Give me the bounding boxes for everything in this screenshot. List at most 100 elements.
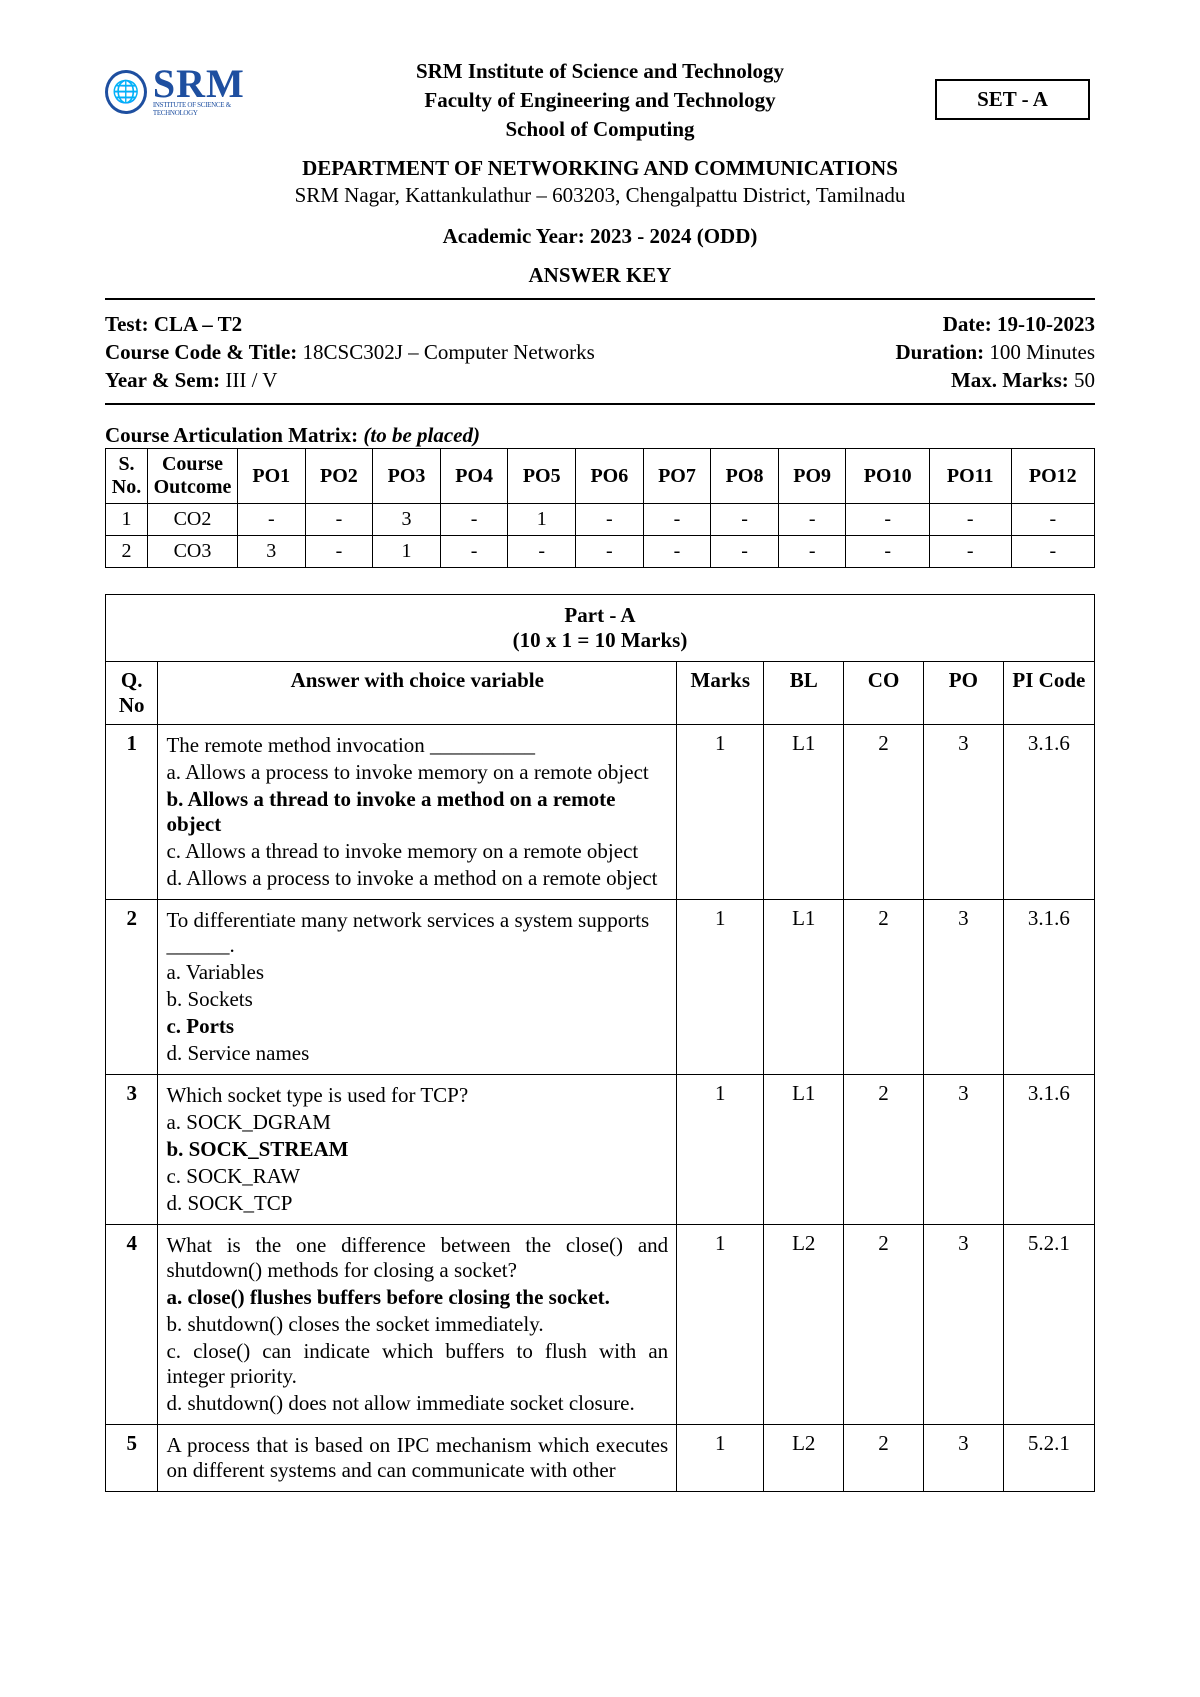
course-value: 18CSC302J – Computer Networks [303,340,595,364]
cam-cell-po: - [440,504,508,536]
dept-block: DEPARTMENT OF NETWORKING AND COMMUNICATI… [105,156,1095,208]
q-co: 2 [844,1075,924,1225]
cam-cell-co: CO2 [148,504,238,536]
year-value: III / V [225,368,277,392]
test-label: Test: [105,312,149,336]
col-bl: BL [764,662,844,725]
cam-cell-sno: 2 [106,536,148,568]
q-option: c. close() can indicate which buffers to… [166,1339,668,1389]
q-option: d. shutdown() does not allow immediate s… [166,1391,668,1416]
cam-cell-po: - [508,536,576,568]
cam-cell-po: - [440,536,508,568]
cam-h-po5: PO5 [508,449,576,504]
q-bl: L1 [764,900,844,1075]
cam-cell-po: - [778,504,846,536]
cam-cell-po: - [778,536,846,568]
question-row: 3Which socket type is used for TCP?a. SO… [106,1075,1095,1225]
cam-cell-po: - [846,504,929,536]
col-qno: Q. No [106,662,158,725]
set-label: SET - A [935,79,1090,120]
q-number: 5 [106,1425,158,1492]
part-a-title-row: Part - A (10 x 1 = 10 Marks) [106,595,1095,662]
q-stem: A process that is based on IPC mechanism… [166,1433,668,1483]
q-number: 3 [106,1075,158,1225]
srm-logo: 🌐 SRM INSTITUTE OF SCIENCE & TECHNOLOGY [105,55,270,117]
marks-label: Max. Marks: [951,368,1074,392]
col-po: PO [923,662,1003,725]
cam-cell-po: 3 [238,536,306,568]
school-name: School of Computing [290,117,910,142]
cam-cell-po: - [711,536,779,568]
cam-cell-po: - [643,536,711,568]
cam-cell-po: - [576,504,644,536]
cam-row: 1CO2--3-1------- [106,504,1095,536]
q-bl: L2 [764,1425,844,1492]
cam-h-co: Course Outcome [148,449,238,504]
q-co: 2 [844,1425,924,1492]
q-stem: Which socket type is used for TCP? [166,1083,668,1108]
q-po: 3 [923,900,1003,1075]
question-row: 4What is the one difference between the … [106,1225,1095,1425]
cam-cell-po: - [929,536,1011,568]
q-pi: 3.1.6 [1003,900,1094,1075]
cam-cell-po: 3 [373,504,441,536]
col-ans: Answer with choice variable [158,662,677,725]
q-option: a. Variables [166,960,668,985]
marks-value: 50 [1074,368,1095,392]
cam-cell-po: - [1011,504,1094,536]
cam-cell-po: - [929,504,1011,536]
q-option: b. Sockets [166,987,668,1012]
cam-cell-po: - [1011,536,1094,568]
cam-h-po8: PO8 [711,449,779,504]
col-mk: Marks [677,662,764,725]
cam-cell-po: - [305,504,373,536]
q-marks: 1 [677,900,764,1075]
q-option: d. Service names [166,1041,668,1066]
q-bl: L1 [764,1075,844,1225]
q-option: b. Allows a thread to invoke a method on… [166,787,668,837]
cam-cell-po: 1 [373,536,441,568]
logo-text-block: SRM INSTITUTE OF SCIENCE & TECHNOLOGY [153,67,270,117]
q-answer-cell: What is the one difference between the c… [158,1225,677,1425]
institute-name: SRM Institute of Science and Technology [290,59,910,84]
part-a-title: Part - A [114,603,1086,628]
header: 🌐 SRM INSTITUTE OF SCIENCE & TECHNOLOGY … [105,55,1095,146]
q-bl: L2 [764,1225,844,1425]
cam-cell-po: - [305,536,373,568]
cam-h-po9: PO9 [778,449,846,504]
cam-h-po10: PO10 [846,449,929,504]
q-po: 3 [923,1075,1003,1225]
logo-subtext: INSTITUTE OF SCIENCE & TECHNOLOGY [153,101,270,117]
cam-h-po4: PO4 [440,449,508,504]
q-stem: The remote method invocation __________ [166,733,668,758]
cam-h-sno: S. No. [106,449,148,504]
q-option: c. Allows a thread to invoke memory on a… [166,839,668,864]
q-option: d. Allows a process to invoke a method o… [166,866,668,891]
cam-title-italic: (to be placed) [363,423,480,447]
cam-h-po7: PO7 [643,449,711,504]
question-row: 2To differentiate many network services … [106,900,1095,1075]
cam-cell-po: - [711,504,779,536]
q-option: b. SOCK_STREAM [166,1137,668,1162]
q-option: d. SOCK_TCP [166,1191,668,1216]
q-marks: 1 [677,725,764,900]
col-co: CO [844,662,924,725]
year-label: Year & Sem: [105,368,225,392]
q-pi: 3.1.6 [1003,725,1094,900]
date-label: Date: [943,312,997,336]
q-pi: 5.2.1 [1003,1225,1094,1425]
academic-year: Academic Year: 2023 - 2024 (ODD) [105,224,1095,249]
q-marks: 1 [677,1225,764,1425]
q-option: a. Allows a process to invoke memory on … [166,760,668,785]
logo-text: SRM [153,67,270,101]
q-option: b. shutdown() closes the socket immediat… [166,1312,668,1337]
divider [105,403,1095,405]
q-number: 1 [106,725,158,900]
header-center: SRM Institute of Science and Technology … [290,55,910,146]
cam-table: S. No. Course Outcome PO1 PO2 PO3 PO4 PO… [105,448,1095,568]
q-answer-cell: The remote method invocation __________a… [158,725,677,900]
q-bl: L1 [764,725,844,900]
cam-cell-po: - [643,504,711,536]
col-pi: PI Code [1003,662,1094,725]
q-co: 2 [844,725,924,900]
